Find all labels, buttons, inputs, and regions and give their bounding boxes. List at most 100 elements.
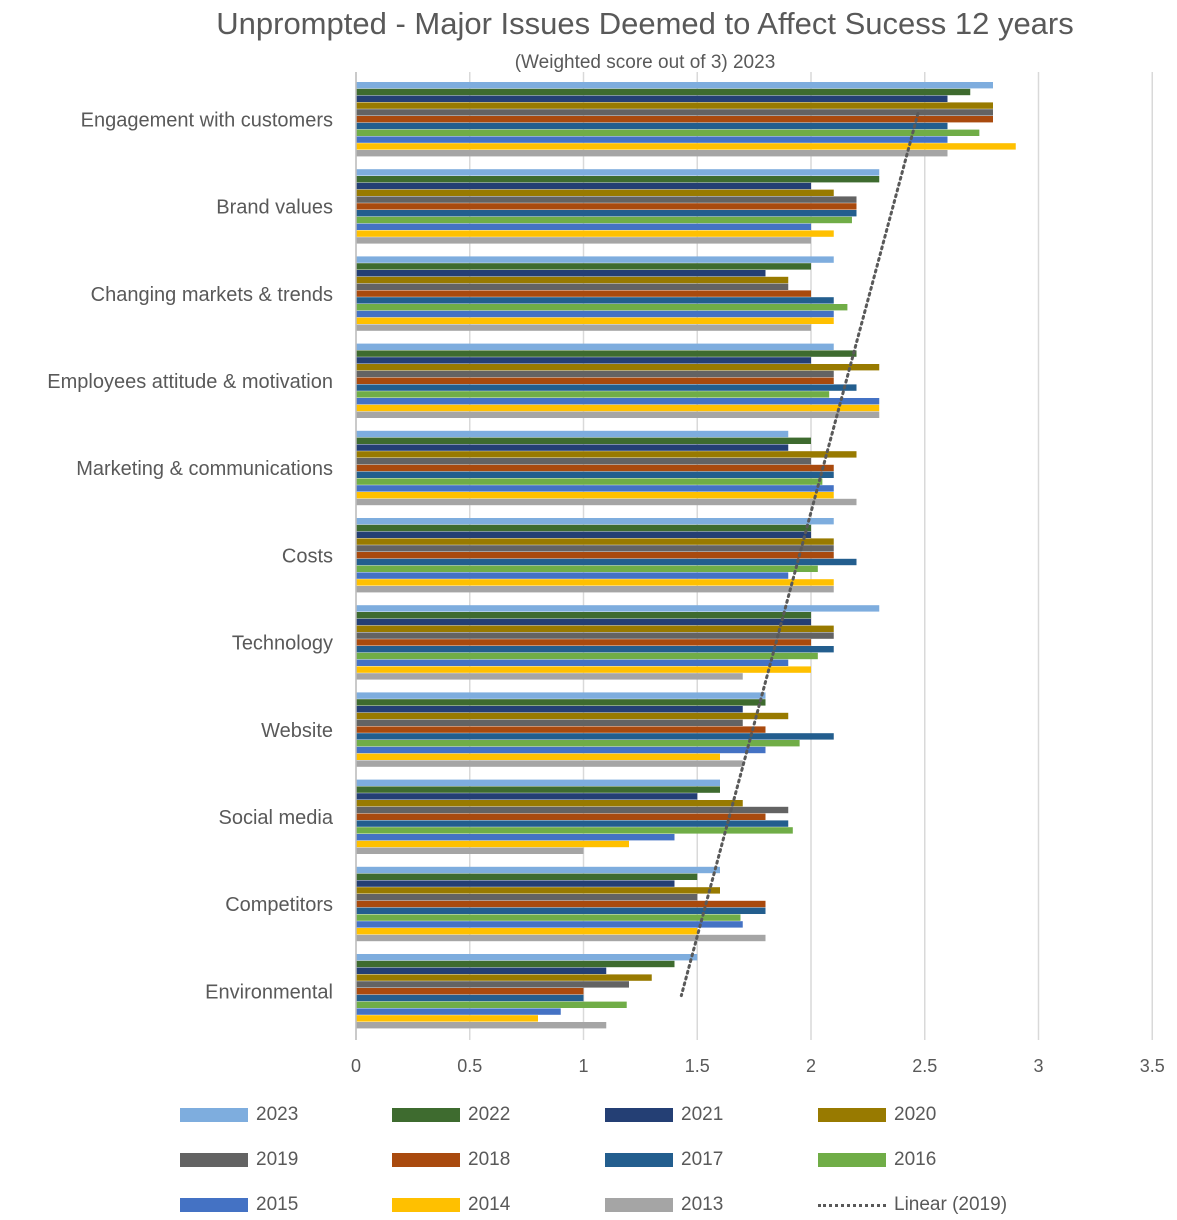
bar	[356, 712, 789, 720]
bar	[356, 176, 880, 183]
bar	[356, 88, 971, 96]
bar	[356, 632, 834, 639]
legend-label: 2023	[256, 1104, 299, 1125]
legend-swatch	[605, 1153, 673, 1167]
bar	[356, 552, 834, 559]
bar	[356, 827, 793, 834]
bar	[356, 116, 993, 123]
legend-swatch	[180, 1153, 248, 1167]
bar	[356, 237, 811, 244]
legend-swatch	[818, 1108, 886, 1122]
legend-label: Linear (2019)	[894, 1194, 1008, 1215]
bar	[356, 109, 993, 116]
bar	[356, 800, 743, 807]
bar-chart: 0 0.5 1 1.5 2 2.5 3 3.5 Engagement with customer…	[47, 72, 1165, 1076]
legend-swatch	[392, 1108, 460, 1122]
bar	[356, 317, 834, 324]
bar	[356, 150, 948, 157]
bar	[356, 169, 880, 176]
bar	[356, 404, 880, 412]
bar	[356, 692, 766, 699]
legend-item: 2016	[818, 1145, 936, 1175]
chart-title: Unprompted - Major Issues Deemed to Affe…	[216, 6, 1074, 41]
bar	[356, 364, 880, 371]
bar	[356, 618, 811, 626]
legend-swatch	[605, 1108, 673, 1122]
legend-swatch	[180, 1108, 248, 1122]
legend-label: 2019	[256, 1149, 299, 1170]
category-label: Website	[261, 720, 333, 742]
bar	[356, 370, 834, 378]
legend-item: 2019	[180, 1145, 298, 1175]
bar	[356, 967, 607, 974]
bar	[356, 343, 834, 350]
category-label: Technology	[232, 633, 333, 655]
bar	[356, 203, 857, 210]
bar	[356, 914, 741, 921]
bar	[356, 793, 698, 800]
bar	[356, 887, 720, 894]
bar	[356, 357, 811, 364]
category-label: Marketing & communications	[76, 458, 333, 480]
legend-label: 2020	[894, 1104, 937, 1125]
bar	[356, 411, 880, 418]
bar	[356, 652, 818, 660]
bar	[356, 726, 766, 733]
bar	[356, 786, 720, 793]
x-tick-label: 2	[806, 1056, 816, 1076]
legend-label: 2014	[468, 1194, 511, 1215]
x-tick-label: 3.5	[1140, 1056, 1165, 1076]
bar	[356, 189, 834, 196]
bar	[356, 324, 811, 331]
legend-item: 2013	[605, 1190, 723, 1220]
bar	[356, 437, 811, 444]
category-label: Changing markets & trends	[91, 284, 333, 306]
bar	[356, 458, 811, 465]
bar	[356, 545, 834, 552]
category-label: Employees attitude & motivation	[47, 371, 333, 393]
bar	[356, 270, 766, 277]
bar	[356, 524, 811, 532]
bar	[356, 612, 811, 619]
legend-item: 2017	[605, 1145, 723, 1175]
bar	[356, 866, 720, 874]
legend-swatch	[392, 1153, 460, 1167]
bar	[356, 1015, 538, 1022]
bar	[356, 813, 766, 820]
bar	[356, 760, 743, 767]
bar	[356, 779, 720, 786]
bar	[356, 444, 789, 451]
bar	[356, 719, 743, 726]
bar	[356, 276, 789, 284]
legend-label: 2016	[894, 1149, 937, 1170]
bar	[356, 988, 584, 995]
bar	[356, 673, 743, 680]
bar	[356, 806, 789, 814]
bar	[356, 605, 880, 612]
bar	[356, 531, 811, 538]
bar	[356, 666, 811, 673]
bar	[356, 485, 834, 492]
x-tick-label: 0.5	[457, 1056, 482, 1076]
bar	[356, 960, 675, 968]
bar	[356, 136, 948, 143]
bar	[356, 230, 834, 237]
bar	[356, 350, 857, 357]
legend-item: Linear (2019)	[818, 1190, 1007, 1220]
bar	[356, 398, 880, 405]
bar	[356, 391, 830, 398]
bar	[356, 907, 766, 914]
bar	[356, 478, 823, 485]
bar	[356, 102, 993, 109]
bar	[356, 95, 948, 102]
legend-swatch	[180, 1198, 248, 1212]
legend-line-swatch	[818, 1203, 886, 1207]
bar	[356, 928, 698, 935]
bar	[356, 377, 834, 384]
x-tick-label: 3	[1033, 1056, 1043, 1076]
bar	[356, 471, 834, 478]
bar	[356, 304, 848, 311]
legend-swatch	[818, 1153, 886, 1167]
bar	[356, 290, 811, 297]
bar	[356, 921, 743, 928]
